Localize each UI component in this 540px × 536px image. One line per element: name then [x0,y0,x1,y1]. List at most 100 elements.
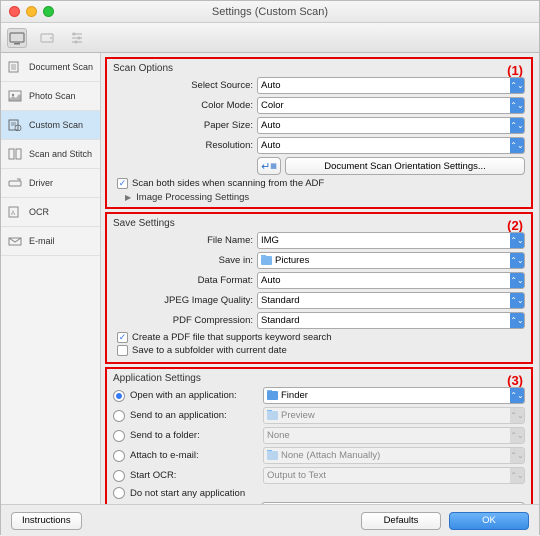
both-sides-checkbox[interactable] [117,178,128,189]
save-settings-section: (2) Save Settings File Name: IMG⌃⌄ Save … [105,212,533,364]
sidebar-item-driver[interactable]: Driver [1,169,100,198]
scan-options-section: (1) Scan Options Select Source: Auto⌃⌄ C… [105,57,533,209]
jpeg-select[interactable]: Standard⌃⌄ [257,292,525,309]
chevron-updown-icon: ⌃⌄ [510,273,524,288]
app-option-radio[interactable] [113,470,125,482]
application-settings-section: (3) Application Settings Open with an ap… [105,367,533,504]
email-icon [7,234,23,248]
section-title: Save Settings [113,218,525,229]
photo-scan-icon [7,89,23,103]
app-option-select[interactable]: Finder⌃⌄ [263,387,525,404]
chevron-updown-icon: ⌃⌄ [510,253,524,268]
chevron-updown-icon: ⌃⌄ [510,118,524,133]
app-icon [267,451,278,460]
sidebar-item-label: E-mail [29,236,55,246]
svg-text:A: A [11,211,15,217]
ocr-icon: A [7,205,23,219]
driver-icon [7,176,23,190]
subfolder-checkbox[interactable] [117,345,128,356]
sidebar-item-photo-scan[interactable]: Photo Scan [1,82,100,111]
keyword-pdf-checkbox[interactable] [117,332,128,343]
paper-select[interactable]: Auto⌃⌄ [257,117,525,134]
section-title: Scan Options [113,63,525,74]
chevron-updown-icon: ⌃⌄ [510,428,524,443]
instructions-button[interactable]: Instructions [11,512,82,530]
sidebar-item-label: Document Scan [29,62,93,72]
jpeg-label: JPEG Image Quality: [113,295,257,306]
defaults-button[interactable]: Defaults [361,512,441,530]
subfolder-label: Save to a subfolder with current date [132,345,287,356]
filename-field[interactable]: IMG⌃⌄ [257,232,525,249]
footer: Instructions Defaults OK [1,504,539,536]
app-option-label: Send to a folder: [130,430,258,441]
sidebar-item-document-scan[interactable]: Document Scan [1,53,100,82]
section-title: Application Settings [113,373,525,384]
sidebar-item-label: OCR [29,207,49,217]
folder-icon [261,256,272,265]
chevron-updown-icon: ⌃⌄ [510,408,524,423]
preferences-icon[interactable] [67,28,87,48]
pdf-select[interactable]: Standard⌃⌄ [257,312,525,329]
scan-from-computer-icon[interactable] [7,28,27,48]
sidebar-item-label: Scan and Stitch [29,149,92,159]
ok-button[interactable]: OK [449,512,529,530]
sidebar-item-custom-scan[interactable]: Custom Scan [1,111,100,140]
orientation-icon-button[interactable]: ↵▦ [257,157,281,175]
annotation-marker-1: (1) [507,63,523,78]
document-scan-icon [7,60,23,74]
color-label: Color Mode: [113,100,257,111]
both-sides-label: Scan both sides when scanning from the A… [132,178,324,189]
app-option-select: None (Attach Manually)⌃⌄ [263,447,525,464]
disclosure-label: Image Processing Settings [136,192,249,203]
chevron-updown-icon: ⌃⌄ [510,313,524,328]
app-option-label: Do not start any application [130,488,258,499]
main-panel: (1) Scan Options Select Source: Auto⌃⌄ C… [101,53,539,504]
resolution-label: Resolution: [113,140,257,151]
orientation-settings-button[interactable]: Document Scan Orientation Settings... [285,157,525,175]
scan-from-panel-icon[interactable] [37,28,57,48]
app-option-label: Attach to e-mail: [130,450,258,461]
chevron-updown-icon: ⌃⌄ [510,233,524,248]
chevron-updown-icon: ⌃⌄ [510,293,524,308]
savein-select[interactable]: Pictures⌃⌄ [257,252,525,269]
app-option-select: Preview⌃⌄ [263,407,525,424]
format-label: Data Format: [113,275,257,286]
filename-label: File Name: [113,235,257,246]
window-title: Settings (Custom Scan) [1,6,539,18]
disclosure-triangle-icon: ▶ [125,193,131,202]
more-functions-button[interactable]: More Functions [261,502,525,504]
sidebar-item-ocr[interactable]: A OCR [1,198,100,227]
sidebar: Document Scan Photo Scan Custom Scan Sca… [1,53,101,504]
source-label: Select Source: [113,80,257,91]
source-select[interactable]: Auto⌃⌄ [257,77,525,94]
sidebar-item-label: Custom Scan [29,120,83,130]
keyword-pdf-label: Create a PDF file that supports keyword … [132,332,332,343]
scan-stitch-icon [7,147,23,161]
sidebar-item-scan-stitch[interactable]: Scan and Stitch [1,140,100,169]
app-option-label: Send to an application: [130,410,258,421]
app-option-label: Start OCR: [130,470,258,481]
annotation-marker-3: (3) [507,373,523,388]
image-processing-disclosure[interactable]: ▶ Image Processing Settings [125,192,525,203]
toolbar [1,23,539,53]
app-option-radio[interactable] [113,410,125,422]
color-select[interactable]: Color⌃⌄ [257,97,525,114]
chevron-updown-icon: ⌃⌄ [510,448,524,463]
savein-label: Save in: [113,255,257,266]
format-select[interactable]: Auto⌃⌄ [257,272,525,289]
titlebar: Settings (Custom Scan) [1,1,539,23]
app-option-radio[interactable] [113,390,125,402]
chevron-updown-icon: ⌃⌄ [510,78,524,93]
sidebar-item-label: Driver [29,178,53,188]
resolution-select[interactable]: Auto⌃⌄ [257,137,525,154]
app-option-radio[interactable] [113,430,125,442]
paper-label: Paper Size: [113,120,257,131]
chevron-updown-icon: ⌃⌄ [510,388,524,403]
app-icon [267,411,278,420]
sidebar-item-email[interactable]: E-mail [1,227,100,256]
sidebar-item-label: Photo Scan [29,91,76,101]
app-option-radio[interactable] [113,450,125,462]
settings-window: Settings (Custom Scan) Document Scan Pho… [0,0,540,535]
chevron-updown-icon: ⌃⌄ [510,98,524,113]
app-option-radio[interactable] [113,487,125,499]
